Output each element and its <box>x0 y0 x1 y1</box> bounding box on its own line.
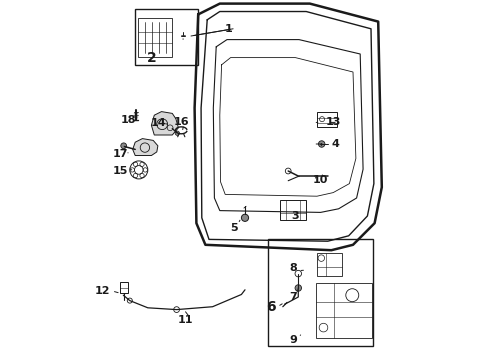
Bar <box>269 239 373 346</box>
Circle shape <box>318 141 325 147</box>
Text: 2: 2 <box>147 51 156 64</box>
Text: 12: 12 <box>95 286 111 296</box>
Text: 11: 11 <box>178 315 194 325</box>
Circle shape <box>242 214 248 221</box>
Circle shape <box>175 131 179 135</box>
Text: 9: 9 <box>290 335 297 345</box>
Circle shape <box>295 285 301 291</box>
Text: 1: 1 <box>225 24 233 34</box>
Text: 8: 8 <box>290 263 297 273</box>
Text: 13: 13 <box>325 117 341 127</box>
Text: 17: 17 <box>113 149 128 159</box>
Text: 5: 5 <box>230 222 238 233</box>
Bar <box>316 283 372 338</box>
Polygon shape <box>133 139 158 156</box>
Bar <box>317 112 337 127</box>
Circle shape <box>121 143 126 149</box>
Text: 15: 15 <box>113 166 128 176</box>
Bar <box>280 200 306 220</box>
Bar <box>317 253 342 276</box>
Polygon shape <box>151 112 178 135</box>
Text: 7: 7 <box>290 292 297 302</box>
Text: 16: 16 <box>173 117 189 127</box>
Text: 6: 6 <box>266 300 276 314</box>
Bar <box>138 18 172 57</box>
Text: 14: 14 <box>151 118 167 128</box>
Bar <box>135 9 198 65</box>
Text: 4: 4 <box>331 139 339 149</box>
Text: 10: 10 <box>313 175 328 185</box>
Text: 18: 18 <box>120 114 136 125</box>
Bar <box>120 282 127 293</box>
Text: 3: 3 <box>292 211 299 221</box>
